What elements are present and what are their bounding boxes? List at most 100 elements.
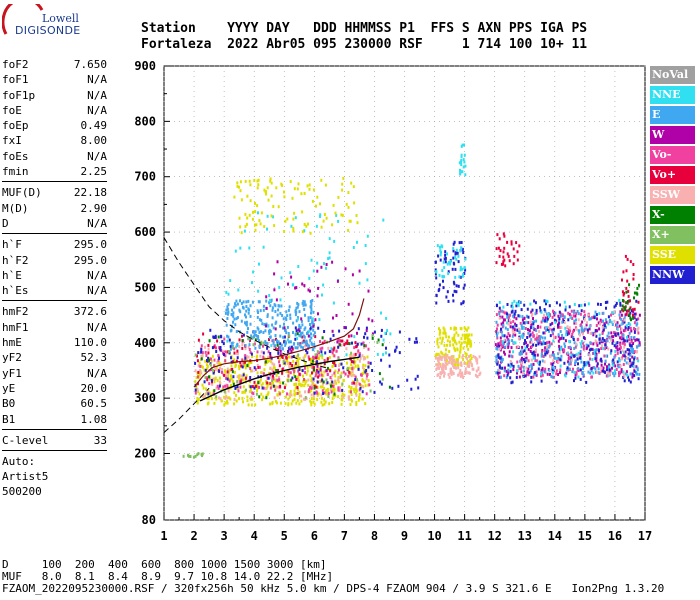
echo-point: [630, 361, 633, 365]
echo-point: [520, 361, 523, 365]
echo-point: [245, 222, 248, 226]
echo-point: [325, 369, 328, 373]
echo-point: [255, 334, 258, 337]
echo-point: [310, 379, 313, 382]
echo-point: [499, 375, 502, 379]
echo-point: [582, 373, 585, 377]
echo-point: [310, 401, 313, 404]
echo-point: [501, 315, 504, 319]
echo-point: [291, 376, 294, 380]
echo-point: [507, 332, 510, 336]
echo-point: [441, 352, 444, 356]
echo-point: [265, 306, 268, 310]
echo-point: [257, 211, 259, 215]
echo-point: [614, 353, 617, 357]
echo-point: [239, 310, 242, 314]
echo-point: [291, 196, 294, 200]
echo-point: [464, 340, 467, 344]
echo-point: [499, 356, 502, 360]
echo-point: [583, 313, 586, 317]
echo-point: [278, 390, 281, 394]
echo-point: [460, 327, 463, 331]
echo-point: [511, 334, 514, 338]
param-value: 52.3: [80, 351, 108, 365]
echo-point: [541, 367, 544, 371]
echo-point: [277, 348, 280, 352]
echo-point: [325, 216, 328, 220]
echo-point: [506, 335, 509, 339]
echo-point: [447, 373, 450, 377]
echo-point: [636, 357, 639, 361]
echo-point: [627, 334, 630, 338]
echo-point: [455, 366, 457, 370]
echo-point: [369, 361, 372, 365]
echo-point: [521, 318, 524, 322]
echo-point: [575, 342, 578, 346]
echo-point: [466, 362, 469, 366]
echo-point: [213, 389, 216, 393]
echo-point: [239, 361, 242, 365]
echo-point: [452, 358, 455, 362]
echo-point: [467, 371, 470, 375]
echo-point: [635, 371, 638, 374]
echo-point: [316, 353, 319, 357]
echo-point: [344, 267, 347, 271]
echo-point: [254, 330, 257, 334]
echo-point: [575, 327, 578, 331]
echo-point: [464, 369, 467, 373]
echo-point: [628, 348, 631, 352]
echo-point: [514, 333, 517, 337]
echo-point: [570, 358, 573, 362]
echo-point: [588, 348, 591, 352]
echo-point: [560, 314, 563, 318]
echo-point: [234, 323, 237, 327]
echo-point: [351, 273, 354, 277]
echo-point: [582, 347, 585, 351]
echo-point: [637, 326, 640, 330]
echo-point: [620, 317, 623, 321]
echo-point: [563, 321, 566, 324]
echo-point: [562, 314, 565, 318]
echo-point: [226, 377, 229, 381]
echo-point: [394, 348, 397, 352]
echo-point: [346, 339, 349, 343]
echo-point: [299, 343, 301, 347]
echo-point: [353, 381, 355, 385]
echo-point: [578, 329, 581, 333]
echo-point: [638, 372, 641, 376]
echo-point: [251, 355, 254, 358]
echo-point: [219, 348, 222, 352]
echo-point: [532, 375, 535, 379]
echo-point: [294, 313, 297, 317]
echo-point: [594, 329, 597, 333]
echo-point: [311, 371, 313, 375]
echo-point: [438, 283, 441, 287]
echo-point: [358, 388, 361, 392]
echo-point: [249, 397, 252, 401]
param-name: foF1: [2, 73, 29, 87]
echo-point: [437, 289, 440, 293]
echo-point: [581, 341, 584, 345]
echo-point: [209, 391, 212, 395]
echo-point: [201, 354, 204, 358]
echo-point: [541, 319, 544, 322]
echo-point: [269, 335, 272, 339]
echo-point: [313, 402, 316, 406]
echo-point: [247, 299, 250, 303]
echo-point: [337, 357, 340, 361]
param-row: h`E N/A: [2, 268, 107, 283]
echo-point: [457, 366, 460, 370]
echo-point: [208, 339, 211, 343]
echo-point: [212, 371, 215, 375]
echo-point: [331, 260, 334, 264]
echo-point: [443, 344, 446, 347]
echo-point: [323, 359, 326, 362]
echo-point: [462, 300, 465, 304]
echo-point: [452, 372, 455, 376]
echo-point: [287, 369, 290, 373]
echo-point: [535, 333, 538, 337]
echo-point: [438, 354, 441, 358]
echo-point: [313, 386, 316, 390]
echo-point: [453, 333, 456, 337]
echo-point: [543, 360, 546, 364]
